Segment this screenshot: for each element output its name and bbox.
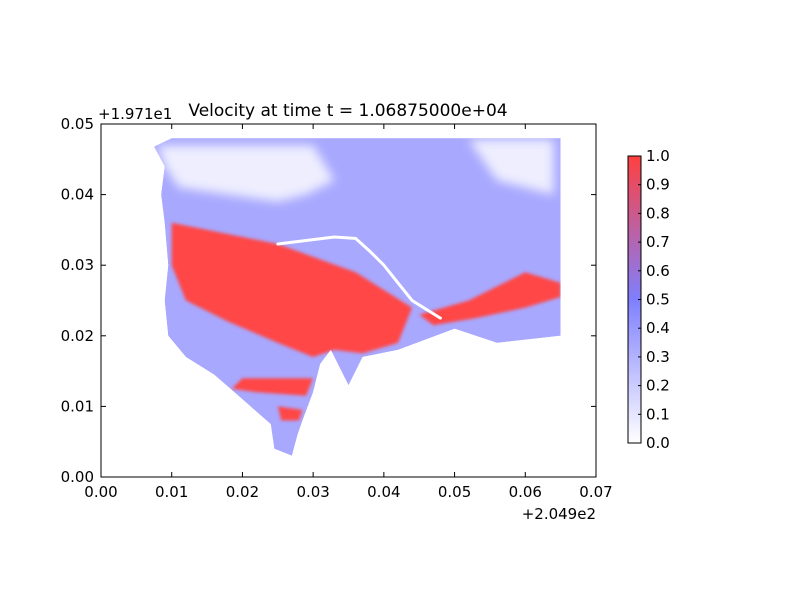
x-tick-label: 0.00: [84, 483, 117, 501]
colorbar-tick-label: 1.0: [646, 147, 670, 165]
y-tick-label: 0.05: [61, 115, 94, 133]
x-tick-label: 0.06: [509, 483, 542, 501]
colorbar-tick-label: 0.2: [646, 377, 670, 395]
colorbar-tick-label: 0.5: [646, 291, 670, 309]
y-tick-label: 0.04: [61, 186, 94, 204]
velocity-streak: [276, 235, 442, 320]
y-offset-label: +1.971e1: [98, 105, 172, 123]
colorbar-tick-label: 0.6: [646, 262, 670, 280]
colorbar: 0.0 0.1 0.2 0.3 0.4 0.5 0.6 0.7 0.8 0.9 1.0: [627, 147, 670, 452]
y-axis: 0.00 0.01 0.02 0.03 0.04 0.05: [61, 115, 596, 486]
x-tick-label: 0.07: [579, 483, 612, 501]
high-velocity-region-3: [419, 272, 561, 326]
low-velocity-region-1: [468, 139, 554, 195]
chart-title: Velocity at time t = 1.06875000e+04: [188, 101, 507, 121]
x-axis: 0.00 0.01 0.02 0.03 0.04 0.05 0.06 0.07: [84, 124, 613, 501]
colorbar-tick-label: 0.9: [646, 176, 670, 194]
colorbar-tick-label: 0.1: [646, 405, 670, 423]
colorbar-ticks: 0.0 0.1 0.2 0.3 0.4 0.5 0.6 0.7 0.8 0.9 1.0: [638, 147, 670, 452]
x-tick-label: 0.02: [226, 483, 259, 501]
high-velocity-region-0: [171, 222, 413, 357]
x-tick-label: 0.01: [155, 483, 188, 501]
y-tick-label: 0.00: [61, 468, 94, 486]
colorbar-tick-label: 0.3: [646, 348, 670, 366]
y-tick-label: 0.03: [61, 256, 94, 274]
colorbar-tick-label: 0.0: [646, 434, 670, 452]
high-velocity-region-2: [277, 406, 303, 421]
x-offset-label: +2.049e2: [522, 505, 596, 523]
x-tick-label: 0.04: [367, 483, 400, 501]
colorbar-tick-label: 0.8: [646, 204, 670, 222]
x-tick-label: 0.05: [438, 483, 471, 501]
y-tick-label: 0.01: [61, 397, 94, 415]
plot-frame: [100, 123, 597, 478]
x-tick-label: 0.03: [296, 483, 329, 501]
plot-area: [154, 138, 561, 456]
low-velocity-region-0: [157, 145, 335, 202]
colorbar-tick-label: 0.7: [646, 233, 670, 251]
high-velocity-region-1: [231, 378, 314, 396]
colorbar-tick-label: 0.4: [646, 319, 670, 337]
y-tick-label: 0.02: [61, 327, 94, 345]
